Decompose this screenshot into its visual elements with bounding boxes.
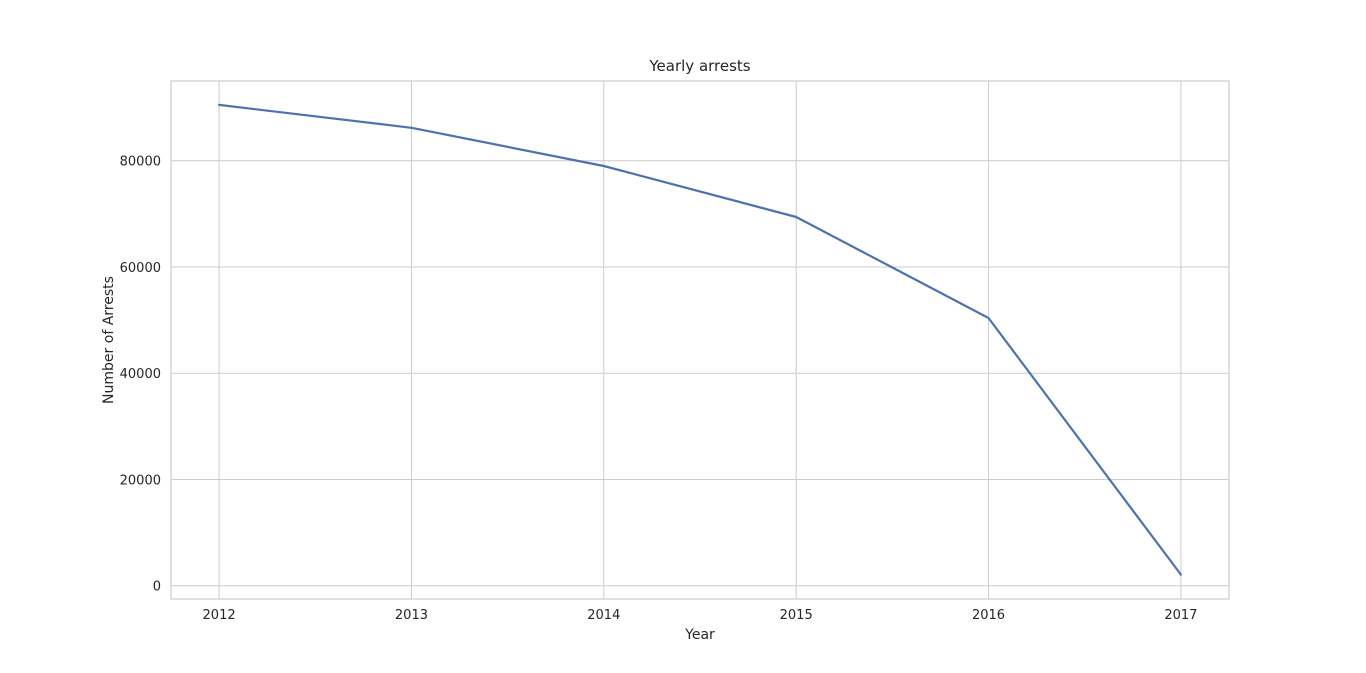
series-line: [218, 103, 1183, 576]
x-tick-label: 2013: [395, 608, 428, 623]
series-layer: [218, 103, 1183, 576]
x-tick-label: 2016: [972, 608, 1005, 623]
grid-layer: [171, 81, 1229, 599]
y-tick-label: 80000: [120, 155, 161, 170]
chart-title: Yearly arrests: [648, 57, 750, 75]
y-tick-label: 60000: [120, 261, 161, 276]
tick-layer: 2012 2013 2014 2015 2016 2017 0 20000 40000 60000…: [120, 155, 1198, 623]
y-tick-label: 0: [153, 580, 161, 595]
x-tick-label: 2017: [1164, 608, 1197, 623]
x-axis-label: Year: [684, 627, 715, 643]
x-tick-label: 2014: [587, 608, 620, 623]
plot-frame: [170, 80, 1230, 600]
x-tick-label: 2012: [203, 608, 236, 623]
y-tick-label: 40000: [120, 367, 161, 382]
y-axis-label: Number of Arrests: [101, 276, 117, 404]
x-tick-label: 2015: [780, 608, 813, 623]
y-tick-label: 20000: [120, 473, 161, 488]
